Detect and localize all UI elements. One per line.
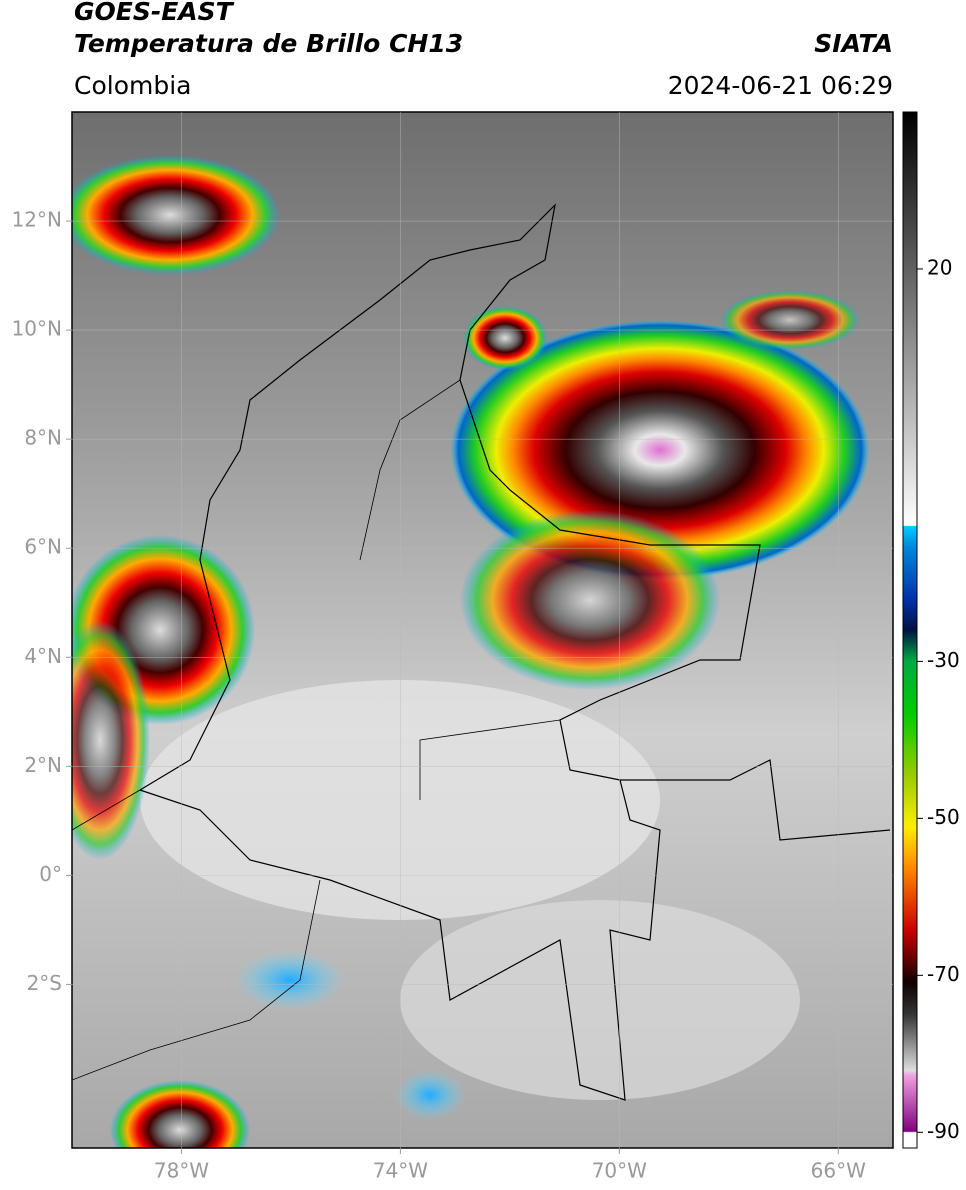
x-tick-label: 74°W: [373, 1159, 428, 1183]
x-tick-label: 66°W: [811, 1159, 866, 1183]
y-tick-label: 2°S: [27, 971, 62, 995]
colorbar-tick-label: 20: [927, 255, 952, 279]
y-tick-label: 4°N: [24, 644, 62, 668]
colorbar-tick-label: -30: [927, 648, 960, 672]
storm: [463, 306, 547, 370]
y-tick-label: 12°N: [12, 208, 62, 232]
colorbar: [902, 111, 918, 1149]
y-tick-label: 0°: [39, 862, 62, 886]
colorbar-tick-label: -50: [927, 805, 960, 829]
x-tick-label: 78°W: [154, 1159, 209, 1183]
border: [139, 203, 891, 1101]
cloud-field: [140, 680, 660, 920]
datetime: 2024-06-21 06:29: [668, 71, 893, 100]
storm: [110, 1080, 250, 1148]
border: [72, 379, 561, 1081]
map: [72, 112, 893, 1148]
x-tick-label: 70°W: [592, 1159, 647, 1183]
colorbar-tick-label: -70: [927, 962, 960, 986]
title: GOES-EAST: [74, 0, 235, 26]
subtitle: Temperatura de Brillo CH13: [74, 29, 463, 58]
cloud: [395, 1070, 465, 1120]
storm: [460, 510, 720, 690]
colorbar-tick-label: -90: [927, 1119, 960, 1143]
cloud-field: [400, 900, 800, 1100]
y-tick-label: 10°N: [12, 317, 62, 341]
y-tick-label: 2°N: [24, 753, 62, 777]
y-tick-label: 8°N: [24, 426, 62, 450]
region: Colombia: [74, 71, 191, 100]
cloud: [235, 950, 345, 1010]
map-frame: [71, 111, 894, 1149]
y-tick-label: 6°N: [24, 535, 62, 559]
storm: [72, 155, 280, 275]
storm: [720, 290, 860, 350]
storm: [72, 620, 150, 860]
source: SIATA: [814, 29, 893, 58]
